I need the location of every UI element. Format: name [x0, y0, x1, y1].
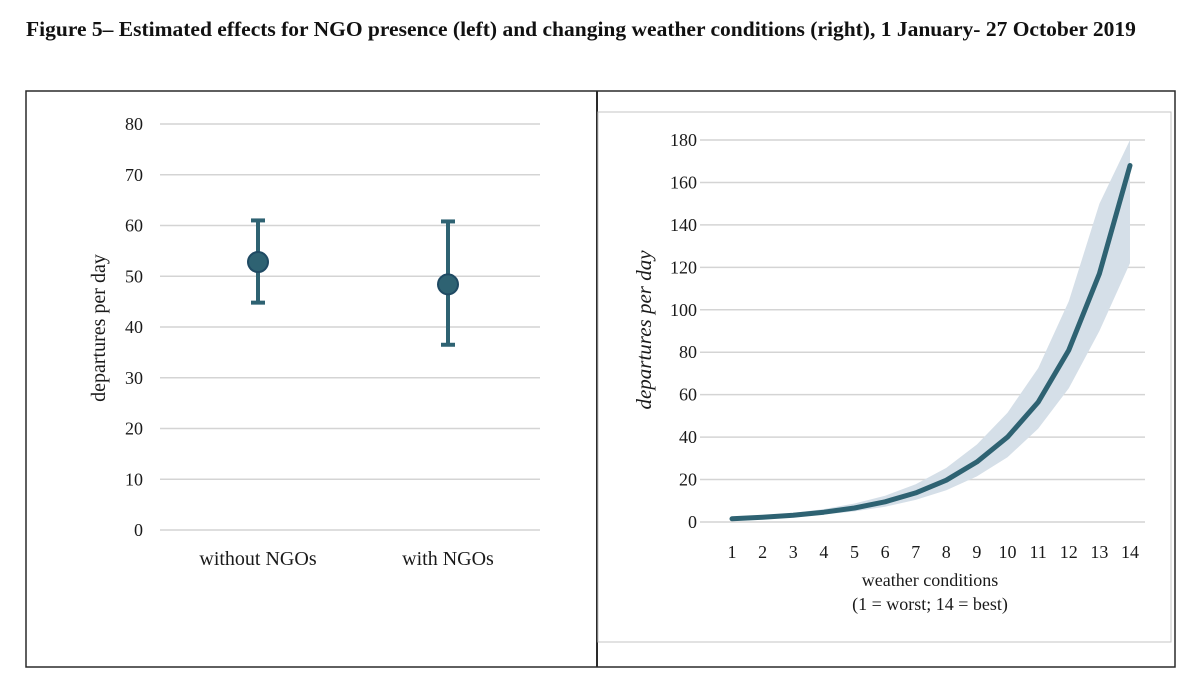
right-x-tick-label: 10: [999, 542, 1017, 562]
right-x-tick-label: 11: [1029, 542, 1046, 562]
departures-line: [729, 163, 1133, 522]
left-x-tick-label: without NGOs: [199, 548, 316, 570]
left-y-tick-label: 60: [125, 216, 143, 236]
left-y-tick-label: 50: [125, 266, 143, 286]
left-y-tick-label: 80: [125, 114, 143, 134]
left-y-tick-label: 0: [134, 520, 143, 540]
right-x-tick-labels: 1 2 3 4 5 6 7 8 9 10 11 12 13 14: [728, 542, 1140, 562]
right-x-tick-label: 1: [728, 542, 737, 562]
right-x-axis-sublabel: (1 = worst; 14 = best): [852, 594, 1008, 615]
left-y-tick-label: 70: [125, 165, 143, 185]
right-x-tick-label: 13: [1090, 542, 1108, 562]
right-x-tick-label: 8: [942, 542, 951, 562]
right-y-tick-label: 60: [679, 385, 697, 405]
right-x-tick-label: 5: [850, 542, 859, 562]
right-x-tick-label: 3: [789, 542, 798, 562]
left-y-axis-label: departures per day: [88, 254, 110, 402]
right-y-tick-label: 80: [679, 342, 697, 362]
right-x-tick-label: 4: [819, 542, 828, 562]
right-y-tick-label: 160: [670, 172, 697, 192]
right-x-tick-label: 6: [881, 542, 890, 562]
left-y-tick-label: 10: [125, 469, 143, 489]
right-y-tick-label: 0: [688, 512, 697, 532]
right-x-tick-label: 14: [1121, 542, 1139, 562]
right-y-tick-label: 40: [679, 427, 697, 447]
right-y-tick-label: 100: [670, 300, 697, 320]
right-x-tick-label: 7: [911, 542, 920, 562]
right-y-tick-label: 180: [670, 130, 697, 150]
left-y-tick-label: 30: [125, 368, 143, 388]
left-point-estimates: [247, 218, 459, 347]
right-x-tick-label: 2: [758, 542, 767, 562]
confidence-band: [732, 140, 1130, 520]
right-plot-area-border: [597, 111, 1172, 643]
left-y-tick-label: 20: [125, 419, 143, 439]
right-y-tick-label: 140: [670, 215, 697, 235]
right-x-axis-label: weather conditions: [862, 570, 998, 590]
figure-caption: Figure 5– Estimated effects for NGO pres…: [26, 17, 1136, 41]
left-y-tick-label: 40: [125, 317, 143, 337]
right-y-axis-label: departures per day: [632, 250, 656, 410]
left-y-tick-labels: 0 10 20 30 40 50 60 70 80: [125, 114, 143, 540]
right-x-tick-label: 12: [1060, 542, 1078, 562]
left-x-tick-label: with NGOs: [402, 548, 494, 570]
figure-frame: [25, 90, 1176, 668]
left-x-tick-labels: without NGOs with NGOs: [199, 548, 494, 570]
point-estimate-marker: [247, 251, 269, 274]
right-y-tick-labels: 0 20 40 60 80 100 120 140 160 180: [670, 130, 697, 532]
left-gridlines: [160, 123, 540, 531]
right-y-tick-label: 120: [670, 257, 697, 277]
right-x-tick-label: 9: [972, 542, 981, 562]
point-estimate-marker: [437, 273, 459, 296]
right-y-tick-label: 20: [679, 470, 697, 490]
